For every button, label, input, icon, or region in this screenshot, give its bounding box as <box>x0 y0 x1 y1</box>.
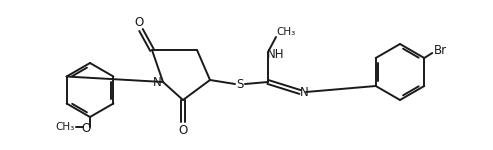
Text: N: N <box>300 87 309 99</box>
Text: Br: Br <box>434 44 447 57</box>
Text: NH: NH <box>267 48 285 62</box>
Text: S: S <box>236 78 244 90</box>
Text: O: O <box>178 123 188 136</box>
Text: CH₃: CH₃ <box>55 122 74 132</box>
Text: CH₃: CH₃ <box>277 27 296 37</box>
Text: O: O <box>135 16 143 30</box>
Text: O: O <box>81 123 91 135</box>
Text: N: N <box>153 75 161 88</box>
